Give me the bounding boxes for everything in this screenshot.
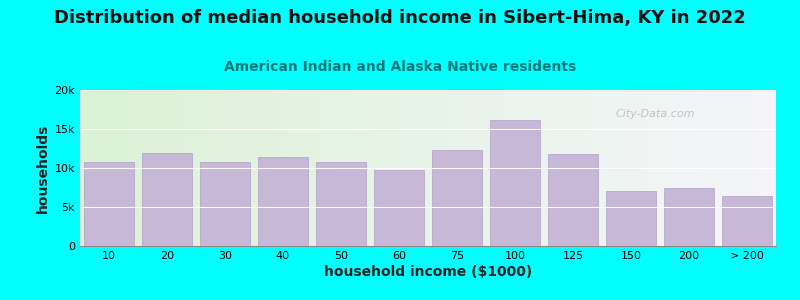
Bar: [722, 196, 772, 246]
Bar: [606, 191, 656, 246]
Y-axis label: households: households: [36, 123, 50, 213]
Bar: [200, 162, 250, 246]
Bar: [432, 150, 482, 246]
Bar: [548, 154, 598, 246]
Bar: [316, 162, 366, 246]
X-axis label: household income ($1000): household income ($1000): [324, 265, 532, 279]
Text: City-Data.com: City-Data.com: [616, 109, 695, 119]
Bar: [664, 188, 714, 246]
Bar: [142, 153, 192, 246]
Text: American Indian and Alaska Native residents: American Indian and Alaska Native reside…: [224, 60, 576, 74]
Bar: [258, 157, 308, 246]
Bar: [84, 162, 134, 246]
Bar: [490, 120, 540, 246]
Bar: [374, 169, 424, 246]
Text: Distribution of median household income in Sibert-Hima, KY in 2022: Distribution of median household income …: [54, 9, 746, 27]
